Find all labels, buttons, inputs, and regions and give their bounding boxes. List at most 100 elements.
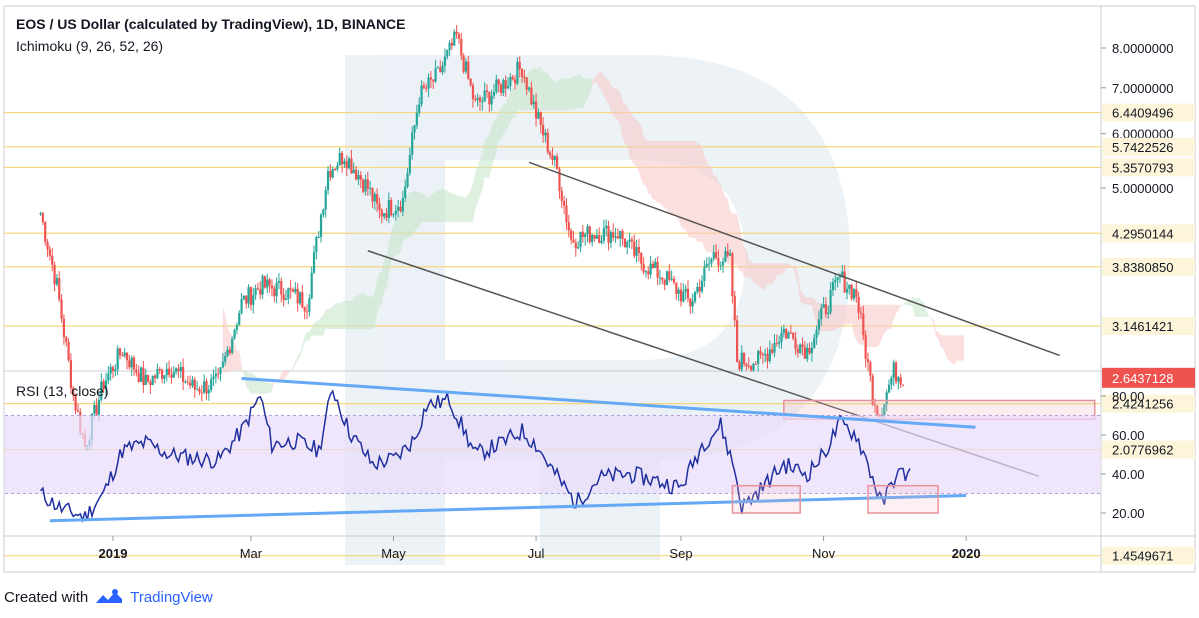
- candle-body: [413, 125, 416, 133]
- cloud-segment: [697, 143, 700, 242]
- candle-body: [679, 289, 683, 302]
- candle-body: [581, 231, 584, 237]
- candle-body: [153, 375, 157, 379]
- candle-body: [619, 231, 622, 239]
- cloud-segment: [505, 98, 509, 133]
- cloud-segment: [463, 197, 466, 222]
- cloud-segment: [636, 118, 639, 172]
- cloud-segment: [484, 138, 487, 178]
- candle-body: [373, 194, 376, 202]
- candle-body: [556, 156, 559, 170]
- cloud-segment: [631, 114, 635, 166]
- candle-body: [677, 289, 680, 294]
- candle-body: [228, 349, 231, 353]
- candle-body: [497, 79, 500, 85]
- candle-body: [177, 368, 180, 372]
- candle-body: [371, 188, 374, 202]
- cloud-segment: [627, 106, 630, 158]
- cloud-segment: [790, 266, 794, 268]
- cloud-segment: [314, 321, 317, 336]
- current-price-tag: [1102, 367, 1195, 388]
- cloud-segment: [645, 140, 649, 194]
- candle-body: [406, 173, 409, 187]
- rsi-trendline: [241, 376, 976, 429]
- candle-body: [686, 288, 690, 299]
- candle-body: [752, 363, 755, 371]
- candle-body: [579, 231, 582, 247]
- candle-body: [343, 161, 346, 165]
- cloud-segment: [781, 263, 784, 275]
- cloud-segment: [634, 117, 637, 167]
- candle-body: [815, 329, 818, 338]
- cloud-segment: [797, 272, 801, 302]
- cloud-segment: [650, 140, 653, 200]
- candle-body: [245, 295, 248, 304]
- candle-body: [102, 381, 105, 390]
- price-tick-label: 8.0000000: [1112, 41, 1173, 56]
- cloud-segment: [751, 261, 754, 282]
- candle-body: [740, 352, 743, 370]
- candle-body: [394, 210, 397, 215]
- cloud-segment: [332, 303, 336, 330]
- candle-body: [658, 277, 662, 279]
- candle-body: [492, 91, 496, 96]
- candle-body: [226, 349, 229, 356]
- cloud-segment: [832, 304, 836, 331]
- candle-body: [116, 348, 119, 370]
- cloud-segment: [795, 266, 798, 284]
- candle-body: [670, 278, 673, 280]
- price-level-tag: [1102, 137, 1195, 156]
- candle-body: [156, 369, 159, 379]
- cloud-segment: [849, 304, 852, 325]
- cloud-segment: [802, 292, 805, 305]
- cloud-segment: [318, 317, 322, 336]
- candle-body: [698, 286, 701, 292]
- candle-body: [553, 156, 556, 160]
- tradingview-link[interactable]: TradingView: [130, 588, 213, 606]
- candle-body: [275, 282, 278, 297]
- ichimoku-cloud: [222, 66, 964, 394]
- candle-body: [109, 367, 112, 374]
- rsi-axis: 80.00 60.00 40.00 20.00: [1101, 389, 1145, 521]
- cloud-segment: [678, 140, 681, 227]
- candle-body: [609, 232, 612, 243]
- candle-body: [460, 38, 463, 56]
- cloud-segment: [398, 214, 401, 255]
- cloud-segment: [342, 300, 345, 330]
- candle-body: [894, 362, 898, 382]
- candle-body: [308, 298, 311, 312]
- cloud-segment: [379, 271, 382, 306]
- cloud-segment: [839, 304, 843, 328]
- candle-body: [567, 222, 570, 231]
- cloud-segment: [566, 78, 569, 111]
- cloud-segment: [947, 335, 950, 361]
- cloud-segment: [363, 292, 366, 330]
- cloud-segment: [421, 192, 424, 223]
- cloud-segment: [339, 301, 343, 330]
- cloud-segment: [248, 372, 251, 394]
- cloud-segment: [882, 304, 885, 339]
- cloud-segment: [559, 78, 562, 111]
- candle-body: [450, 42, 454, 46]
- cloud-segment: [954, 335, 957, 365]
- tradingview-logo-icon[interactable]: [94, 587, 124, 607]
- candle-body: [408, 154, 411, 174]
- cloud-segment: [900, 304, 904, 307]
- candle-body: [513, 79, 517, 84]
- candle-body: [637, 247, 641, 253]
- candle-body: [436, 67, 440, 69]
- candle-body: [616, 236, 619, 239]
- cloud-segment: [617, 88, 621, 125]
- candle-body: [703, 267, 706, 281]
- cloud-segment: [564, 78, 567, 111]
- cloud-segment: [732, 213, 735, 265]
- cloud-segment: [451, 193, 455, 222]
- candle-body: [385, 213, 388, 218]
- candle-body: [499, 84, 503, 94]
- cloud-segment: [610, 86, 614, 116]
- candle-body: [135, 369, 138, 373]
- candle-body: [121, 355, 124, 357]
- cloud-segment: [603, 74, 607, 101]
- candle-body: [72, 387, 75, 395]
